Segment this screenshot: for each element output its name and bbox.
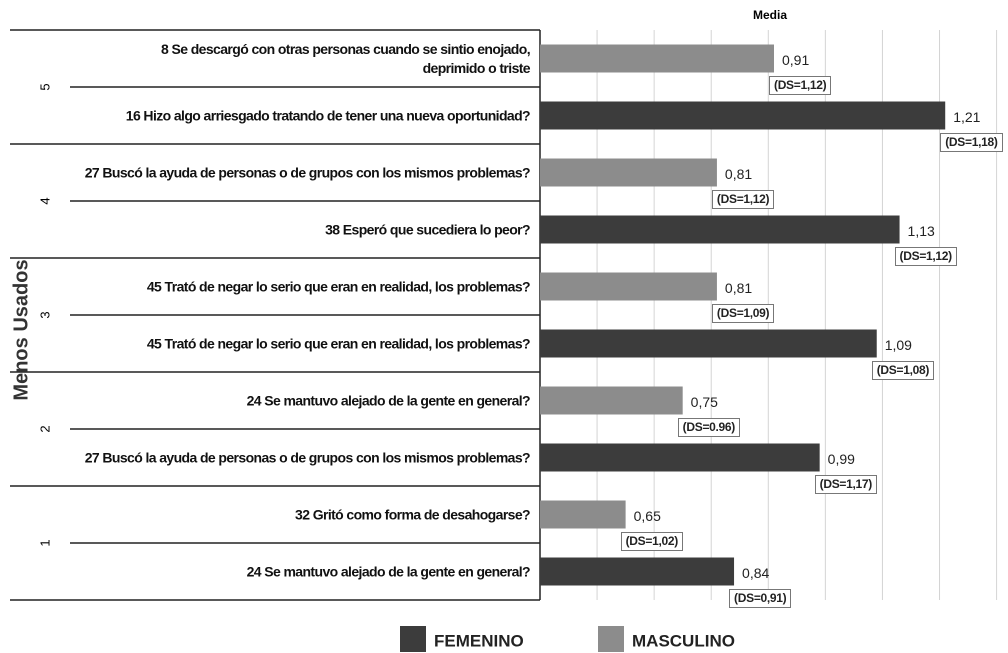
bar [540, 557, 735, 586]
value-label: 0,75 [691, 394, 718, 410]
ds-label: (DS=1,09) [711, 303, 775, 323]
category-label: 27 Buscó la ayuda de personas o de grupo… [84, 449, 531, 465]
value-label: 0,99 [828, 451, 855, 467]
group-label: 5 [37, 83, 52, 90]
category-label: 45 Trató de negar lo serio que eran en r… [146, 278, 531, 294]
bar [540, 500, 626, 529]
bar [540, 329, 877, 358]
bar [540, 44, 774, 73]
group-label: 3 [37, 311, 52, 318]
bar [540, 101, 946, 130]
value-label: 0,91 [782, 52, 809, 68]
legend-label: FEMENINO [434, 631, 524, 650]
bar [540, 158, 717, 187]
legend-swatch [598, 626, 624, 652]
ds-label: (DS=1,12) [894, 246, 957, 266]
category-label: 45 Trató de negar lo serio que eran en r… [146, 335, 531, 351]
category-label: 24 Se mantuvo alejado de la gente en gen… [246, 392, 531, 408]
ds-label: (DS=1,02) [620, 531, 683, 551]
category-label: 38 Esperó que sucediera lo peor? [325, 221, 530, 237]
group-label: 4 [37, 197, 52, 204]
ds-label: (DS=1,08) [871, 360, 935, 380]
ds-label: (DS=0.96) [677, 417, 740, 437]
category-label: 8 Se descargó con otras personas cuando … [161, 40, 531, 76]
legend-swatch [400, 626, 426, 652]
y-axis-label: Menos Usados [10, 259, 32, 400]
value-label: 0,81 [725, 280, 752, 296]
value-label: 1,09 [885, 337, 912, 353]
value-label: 0,84 [742, 565, 769, 581]
value-label: 0,81 [725, 166, 752, 182]
chart-title: Media [753, 8, 787, 22]
group-label: 1 [37, 539, 52, 546]
bar [540, 386, 683, 415]
group-label: 2 [37, 425, 52, 432]
ds-label: (DS=0,91) [729, 588, 792, 608]
category-label: 27 Buscó la ayuda de personas o de grupo… [84, 164, 531, 180]
ds-label: (DS=1,18) [940, 132, 1003, 152]
ds-label: (DS=1,12) [769, 75, 832, 95]
ds-label: (DS=1,12) [711, 189, 775, 209]
bar [540, 215, 900, 244]
category-label: 32 Gritó como forma de desahogarse? [295, 506, 531, 522]
bar [540, 443, 820, 472]
bar [540, 272, 717, 301]
value-label: 1,21 [953, 109, 980, 125]
category-label: 24 Se mantuvo alejado de la gente en gen… [246, 563, 531, 579]
value-label: 0,65 [634, 508, 661, 524]
legend-label: MASCULINO [632, 631, 735, 650]
ds-label: (DS=1,17) [814, 474, 877, 494]
category-label: 16 Hizo algo arriesgado tratando de tene… [125, 107, 531, 123]
value-label: 1,13 [908, 223, 935, 239]
